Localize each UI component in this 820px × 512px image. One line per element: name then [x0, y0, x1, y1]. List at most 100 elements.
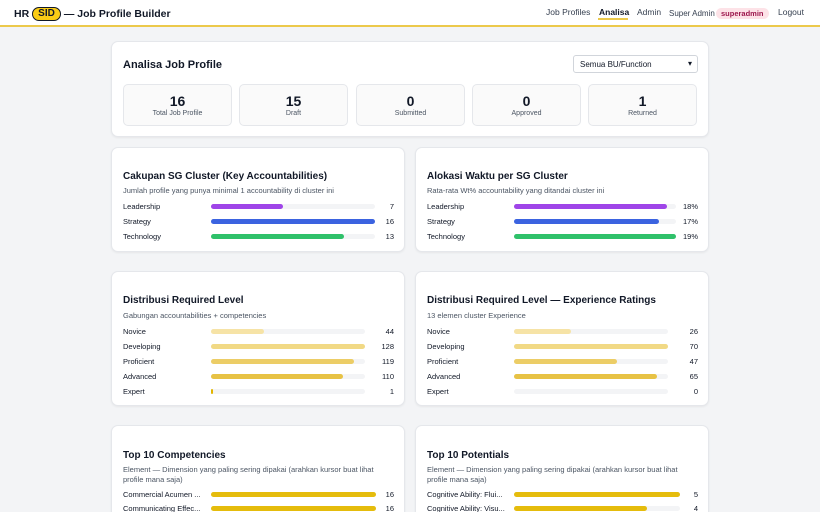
- bar-track: [514, 492, 680, 497]
- bar-fill: [211, 389, 213, 394]
- stat-label: Returned: [628, 110, 657, 117]
- bar-row[interactable]: Cognitive Ability: Visu... 4: [427, 504, 698, 512]
- bar-fill: [514, 204, 668, 209]
- bar-fill: [514, 374, 657, 379]
- bar-fill: [514, 506, 647, 511]
- bar-label: Communicating Effec...: [123, 504, 201, 512]
- stat-value: 15: [285, 93, 302, 109]
- bar-row[interactable]: Novice 44: [123, 327, 394, 337]
- time-allocation-card: Alokasi Waktu per SG Cluster Rata-rata W…: [415, 147, 709, 252]
- card-subtitle: Element — Dimension yang paling sering d…: [427, 465, 678, 484]
- bar-row[interactable]: Expert 1: [123, 387, 394, 397]
- bar-track: [211, 492, 376, 497]
- bar-row[interactable]: Communicating Effec... 16: [123, 504, 394, 512]
- stat-label: Draft: [285, 110, 302, 117]
- stat-total: 16 Total Job Profile: [123, 84, 232, 126]
- bar-row[interactable]: Novice 26: [427, 327, 698, 337]
- bar-row[interactable]: Technology 13: [123, 232, 394, 242]
- bar-label: Leadership: [123, 202, 161, 211]
- bar-value: 0: [693, 387, 698, 396]
- required-level-card: Distribusi Required Level Gabungan accou…: [111, 271, 405, 406]
- stat-value: 0: [522, 93, 531, 109]
- bar-fill: [211, 344, 365, 349]
- card-title: Alokasi Waktu per SG Cluster: [427, 171, 568, 182]
- bar-value: 16: [385, 504, 394, 512]
- bar-track: [514, 359, 668, 364]
- stat-value: 16: [169, 93, 186, 109]
- nav-job-profiles[interactable]: Job Profiles: [546, 7, 591, 17]
- brand-prefix: HR: [14, 8, 30, 20]
- bar-value: 13: [385, 232, 394, 241]
- bar-label: Expert: [123, 387, 145, 396]
- bar-row[interactable]: Technology 19%: [427, 232, 698, 242]
- bar-fill: [211, 329, 264, 334]
- bar-label: Developing: [427, 342, 465, 351]
- chevron-down-icon: ▾: [687, 59, 692, 68]
- bar-row[interactable]: Advanced 110: [123, 372, 394, 382]
- bar-row[interactable]: Proficient 119: [123, 357, 394, 367]
- bar-label: Cognitive Ability: Flui...: [427, 490, 503, 499]
- bar-track: [514, 204, 676, 209]
- bu-function-select[interactable]: Semua BU/Function ▾: [573, 55, 698, 73]
- bar-value: 47: [689, 357, 698, 366]
- bar-row[interactable]: Leadership 7: [123, 202, 394, 212]
- bar-value: 119: [382, 357, 394, 366]
- bar-label: Technology: [427, 232, 465, 241]
- bar-track: [514, 374, 668, 379]
- bar-row[interactable]: Cognitive Ability: Flui... 5: [427, 490, 698, 500]
- bar-value: 110: [382, 372, 394, 381]
- card-title: Top 10 Potentials: [427, 450, 510, 461]
- bar-label: Proficient: [123, 357, 155, 366]
- bar-fill: [514, 234, 676, 239]
- bar-row[interactable]: Expert 0: [427, 387, 698, 397]
- bar-track: [211, 204, 375, 209]
- bar-fill: [211, 234, 345, 239]
- card-subtitle: Jumlah profile yang punya minimal 1 acco…: [123, 186, 334, 195]
- bar-fill: [211, 219, 375, 224]
- bar-label: Proficient: [427, 357, 459, 366]
- bar-value: 1: [389, 387, 394, 396]
- bar-value: 65: [689, 372, 698, 381]
- app-brand[interactable]: HR SID — Job Profile Builder: [14, 7, 171, 21]
- bar-label: Cognitive Ability: Visu...: [427, 504, 505, 512]
- bar-label: Leadership: [427, 202, 465, 211]
- stat-returned: 1 Returned: [588, 84, 697, 126]
- bar-label: Novice: [427, 327, 450, 336]
- top-competencies-card: Top 10 Competencies Element — Dimension …: [111, 425, 405, 512]
- bar-value: 44: [385, 327, 394, 336]
- bar-track: [514, 389, 668, 394]
- card-subtitle: Rata-rata Wt% accountability yang ditand…: [427, 186, 605, 195]
- logout-link[interactable]: Logout: [778, 7, 804, 17]
- bar-track: [514, 234, 676, 239]
- bar-label: Advanced: [123, 372, 157, 381]
- card-title: Top 10 Competencies: [123, 450, 226, 461]
- bar-row[interactable]: Developing 70: [427, 342, 698, 352]
- bar-track: [211, 374, 365, 379]
- nav-analisa[interactable]: Analisa: [599, 7, 630, 17]
- bar-value: 5: [693, 490, 698, 499]
- bar-row[interactable]: Advanced 65: [427, 372, 698, 382]
- stat-label: Total Job Profile: [152, 110, 203, 117]
- bar-fill: [514, 329, 572, 334]
- bar-row[interactable]: Developing 128: [123, 342, 394, 352]
- bar-row[interactable]: Strategy 17%: [427, 217, 698, 227]
- bar-track: [514, 329, 668, 334]
- nav-admin[interactable]: Admin: [637, 7, 662, 17]
- bar-row[interactable]: Proficient 47: [427, 357, 698, 367]
- bar-label: Expert: [427, 387, 449, 396]
- brand-title: — Job Profile Builder: [63, 8, 171, 20]
- bar-row[interactable]: Strategy 16: [123, 217, 394, 227]
- card-title: Cakupan SG Cluster (Key Accountabilities…: [123, 171, 328, 182]
- bar-fill: [211, 374, 344, 379]
- bar-value: 18%: [682, 202, 698, 211]
- card-title: Distribusi Required Level — Experience R…: [427, 295, 656, 306]
- bar-fill: [211, 204, 283, 209]
- bar-fill: [211, 506, 376, 511]
- bar-row[interactable]: Leadership 18%: [427, 202, 698, 212]
- experience-ratings-card: Distribusi Required Level — Experience R…: [415, 271, 709, 406]
- select-value: Semua BU/Function: [580, 60, 652, 69]
- user-role: Super Admin: [669, 9, 715, 18]
- bar-value: 4: [693, 504, 698, 512]
- bar-value: 7: [389, 202, 394, 211]
- bar-row[interactable]: Commercial Acumen ... 16: [123, 490, 394, 500]
